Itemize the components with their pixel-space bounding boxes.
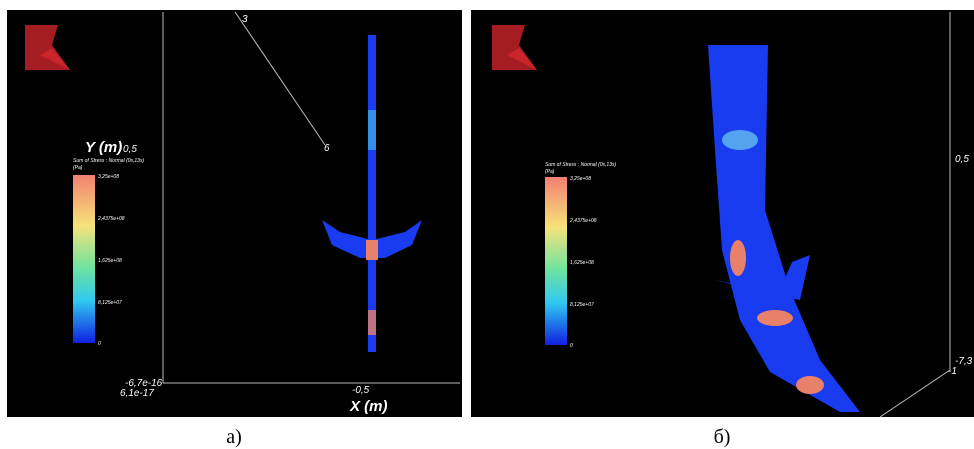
colorbar-tick: 2,4375e+08 (97, 216, 125, 222)
x-tick: -1 (948, 366, 957, 377)
stress-patch (796, 376, 824, 394)
x-axis-label: X (m) (349, 398, 388, 415)
colorbar (545, 177, 567, 345)
z-tick: 6 (324, 143, 330, 154)
colorbar-title: Sum of Stress : Normal (0s,13s) (73, 158, 144, 164)
colorbar-tick: 3,25e+08 (98, 174, 119, 180)
stress-patch (366, 240, 378, 260)
colorbar-unit: (Pa) (73, 165, 83, 171)
caption: a) (226, 426, 242, 448)
colorbar-tick: 2,4375e+08 (569, 218, 597, 224)
blade (368, 35, 376, 352)
z-tick: 3 (242, 14, 248, 25)
z-tick: -7,3 (955, 356, 973, 367)
y-tick: 0,5 (123, 144, 137, 155)
colorbar-tick: 1,625e+08 (98, 258, 122, 264)
colorbar-tick: 3,25e+08 (570, 176, 591, 182)
figure: Sum of Stress : Normal (0s,13s) (Pa) 3,2… (0, 0, 974, 449)
stress-patch (730, 240, 746, 276)
colorbar-tick: 8,125e+07 (98, 300, 122, 306)
origin-x: 6,1e-17 (120, 388, 154, 399)
stress-patch (722, 130, 758, 150)
caption: б) (714, 426, 731, 448)
x-tick: -0,5 (352, 385, 370, 396)
y-tick: 0,5 (955, 154, 969, 165)
stress-patch (368, 110, 376, 150)
colorbar-unit: (Pa) (545, 169, 555, 175)
colorbar-title: Sum of Stress : Normal (0s,13s) (545, 162, 616, 168)
colorbar-tick: 8,125e+07 (570, 302, 594, 308)
stress-patch (757, 310, 793, 326)
colorbar (73, 175, 95, 343)
colorbar-tick: 0 (98, 341, 101, 347)
colorbar-tick: 1,625e+08 (570, 260, 594, 266)
y-axis-label: Y (m) (85, 139, 122, 156)
stress-patch (368, 310, 376, 335)
colorbar-tick: 0 (570, 343, 573, 349)
